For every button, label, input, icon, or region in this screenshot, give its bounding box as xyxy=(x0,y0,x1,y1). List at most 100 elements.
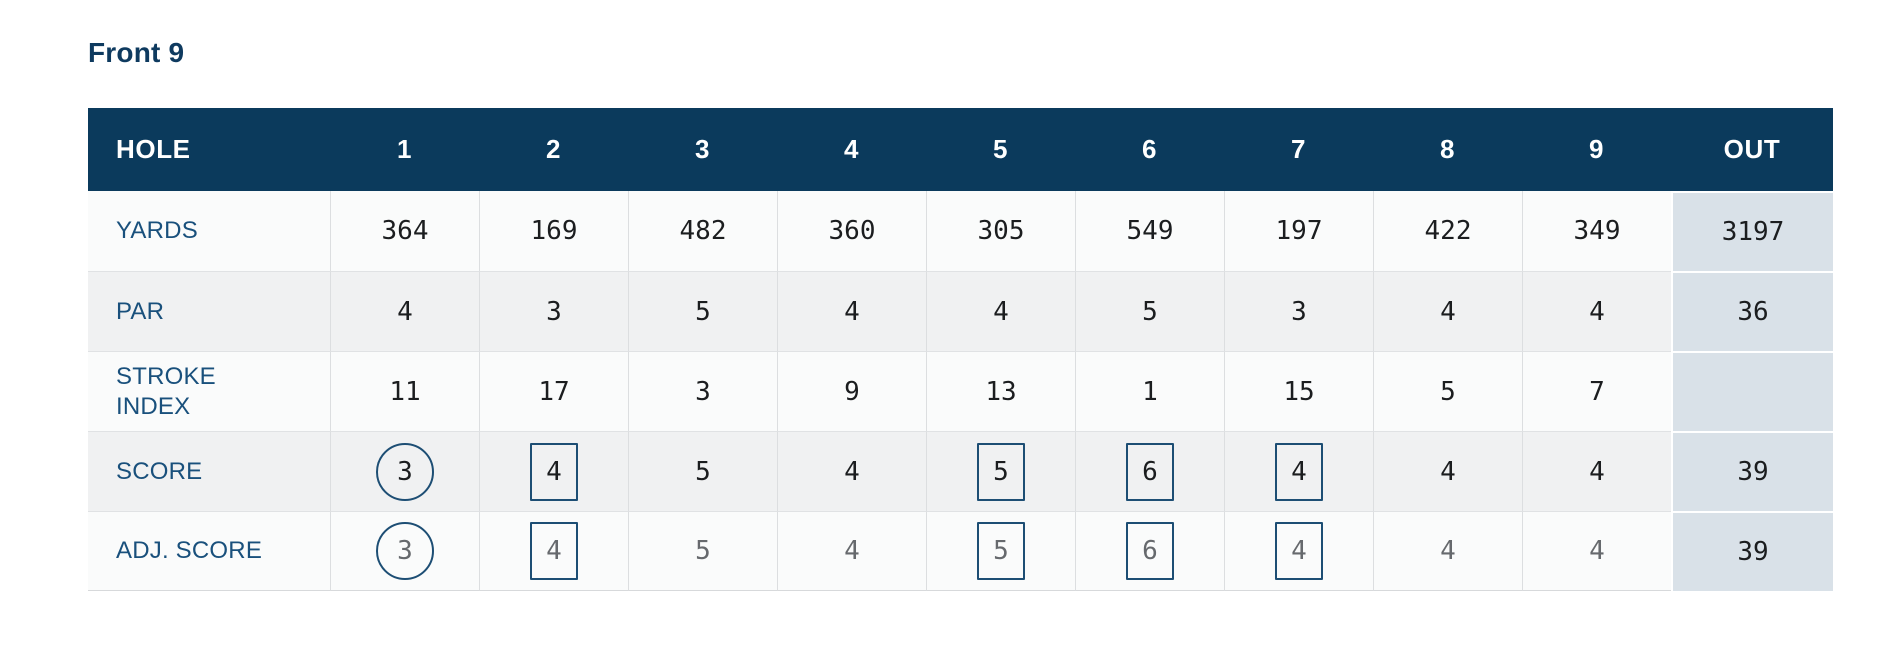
scorecard-row-score: SCORE 3 4 5 4 5 6 4 4 4 39 xyxy=(88,431,1833,511)
value-par-hole-4: 4 xyxy=(844,296,860,327)
value-stroke-index-hole-7: 15 xyxy=(1283,376,1315,407)
cell-yards-hole-4: 360 xyxy=(777,191,926,271)
cell-stroke-index-hole-5: 13 xyxy=(926,351,1075,431)
cell-score-hole-7: 4 xyxy=(1224,431,1373,511)
value-par-hole-3: 5 xyxy=(695,296,711,327)
value-score-hole-4: 4 xyxy=(844,456,860,487)
scorecard-header-row: HOLE 1 2 3 4 5 6 7 8 9 OUT xyxy=(88,108,1833,191)
value-par-hole-6: 5 xyxy=(1142,296,1158,327)
cell-adj-score-hole-1: 3 xyxy=(330,511,479,591)
value-adj-score-out: 39 xyxy=(1737,537,1769,567)
cell-score-out: 39 xyxy=(1671,431,1833,511)
cell-stroke-index-hole-1: 11 xyxy=(330,351,479,431)
row-label-par: PAR xyxy=(116,297,165,325)
value-score-hole-8: 4 xyxy=(1440,456,1456,487)
value-yards-hole-5: 305 xyxy=(977,216,1025,246)
value-stroke-index-hole-6: 1 xyxy=(1142,376,1158,407)
bogey-square-mark: 4 xyxy=(1275,442,1323,501)
scorecard-row-stroke-index: STROKE INDEX 11 17 3 9 13 1 15 5 7 xyxy=(88,351,1833,431)
cell-stroke-index-hole-4: 9 xyxy=(777,351,926,431)
value-score-hole-7: 4 xyxy=(1291,456,1307,487)
value-adj-score-hole-4: 4 xyxy=(844,536,860,566)
cell-score-hole-5: 5 xyxy=(926,431,1075,511)
cell-score-hole-3: 5 xyxy=(628,431,777,511)
value-yards-hole-2: 169 xyxy=(530,216,578,246)
header-cell-hole: HOLE xyxy=(116,134,191,164)
cell-par-hole-2: 3 xyxy=(479,271,628,351)
cell-adj-score-hole-7: 4 xyxy=(1224,511,1373,591)
value-adj-score-hole-1: 3 xyxy=(397,536,413,566)
value-adj-score-hole-6: 6 xyxy=(1142,536,1158,566)
cell-par-hole-7: 3 xyxy=(1224,271,1373,351)
bogey-square-mark: 4 xyxy=(1275,522,1323,580)
cell-stroke-index-hole-2: 17 xyxy=(479,351,628,431)
value-adj-score-hole-9: 4 xyxy=(1589,536,1605,566)
cell-par-hole-5: 4 xyxy=(926,271,1075,351)
cell-adj-score-hole-9: 4 xyxy=(1522,511,1671,591)
value-score-hole-5: 5 xyxy=(993,456,1009,487)
cell-adj-score-hole-8: 4 xyxy=(1373,511,1522,591)
value-stroke-index-hole-9: 7 xyxy=(1589,376,1605,407)
cell-yards-hole-8: 422 xyxy=(1373,191,1522,271)
cell-score-hole-1: 3 xyxy=(330,431,479,511)
cell-par-hole-4: 4 xyxy=(777,271,926,351)
cell-adj-score-out: 39 xyxy=(1671,511,1833,591)
cell-stroke-index-hole-8: 5 xyxy=(1373,351,1522,431)
value-yards-hole-8: 422 xyxy=(1424,216,1472,246)
birdie-circle-mark: 3 xyxy=(376,522,434,580)
bogey-square-mark: 6 xyxy=(1126,442,1174,501)
bogey-square-mark: 6 xyxy=(1126,522,1174,580)
cell-yards-out: 3197 xyxy=(1671,191,1833,271)
scorecard-table: HOLE 1 2 3 4 5 6 7 8 9 OUT YARDS 364 169 482 360 305 549 1… xyxy=(88,108,1833,591)
cell-par-hole-6: 5 xyxy=(1075,271,1224,351)
cell-yards-hole-5: 305 xyxy=(926,191,1075,271)
cell-stroke-index-out xyxy=(1671,351,1833,431)
header-cell-9: 9 xyxy=(1588,134,1605,164)
value-adj-score-hole-7: 4 xyxy=(1291,536,1307,566)
value-par-hole-1: 4 xyxy=(397,296,413,327)
row-label-stroke-index: STROKE INDEX xyxy=(116,362,216,420)
row-label-cell-stroke-index: STROKE INDEX xyxy=(88,351,330,431)
value-stroke-index-hole-3: 3 xyxy=(695,376,711,407)
value-yards-hole-9: 349 xyxy=(1573,216,1621,246)
bogey-square-mark: 4 xyxy=(530,442,578,501)
value-yards-hole-4: 360 xyxy=(828,216,876,246)
value-score-hole-1: 3 xyxy=(397,456,413,487)
header-cell-1: 1 xyxy=(396,134,413,164)
scorecard-row-yards: YARDS 364 169 482 360 305 549 197 422 349 3197 xyxy=(88,191,1833,271)
cell-stroke-index-hole-3: 3 xyxy=(628,351,777,431)
cell-adj-score-hole-3: 5 xyxy=(628,511,777,591)
value-yards-hole-7: 197 xyxy=(1275,216,1323,246)
value-yards-out: 3197 xyxy=(1721,217,1785,247)
cell-score-hole-9: 4 xyxy=(1522,431,1671,511)
cell-stroke-index-hole-9: 7 xyxy=(1522,351,1671,431)
page-title: Front 9 xyxy=(88,37,185,68)
value-par-hole-5: 4 xyxy=(993,296,1009,327)
cell-yards-hole-3: 482 xyxy=(628,191,777,271)
value-score-hole-3: 5 xyxy=(695,456,711,487)
header-cell-6: 6 xyxy=(1141,134,1158,164)
cell-yards-hole-7: 197 xyxy=(1224,191,1373,271)
cell-score-hole-2: 4 xyxy=(479,431,628,511)
cell-par-hole-1: 4 xyxy=(330,271,479,351)
value-par-hole-7: 3 xyxy=(1291,296,1307,327)
value-adj-score-hole-3: 5 xyxy=(695,536,711,566)
scorecard-row-par: PAR 4 3 5 4 4 5 3 4 4 36 xyxy=(88,271,1833,351)
cell-score-hole-8: 4 xyxy=(1373,431,1522,511)
value-score-hole-9: 4 xyxy=(1589,456,1605,487)
row-label-score: SCORE xyxy=(116,457,203,485)
cell-yards-hole-1: 364 xyxy=(330,191,479,271)
value-stroke-index-hole-5: 13 xyxy=(985,376,1017,407)
value-yards-hole-3: 482 xyxy=(679,216,727,246)
header-cell-7: 7 xyxy=(1290,134,1307,164)
cell-par-hole-8: 4 xyxy=(1373,271,1522,351)
value-score-out: 39 xyxy=(1737,457,1769,487)
bogey-square-mark: 5 xyxy=(977,442,1025,501)
row-label-cell-yards: YARDS xyxy=(88,191,330,271)
row-label-cell-adj-score: ADJ. SCORE xyxy=(88,511,330,591)
value-yards-hole-1: 364 xyxy=(381,216,429,246)
bogey-square-mark: 4 xyxy=(530,522,578,580)
value-stroke-index-hole-4: 9 xyxy=(844,376,860,407)
cell-par-hole-3: 5 xyxy=(628,271,777,351)
